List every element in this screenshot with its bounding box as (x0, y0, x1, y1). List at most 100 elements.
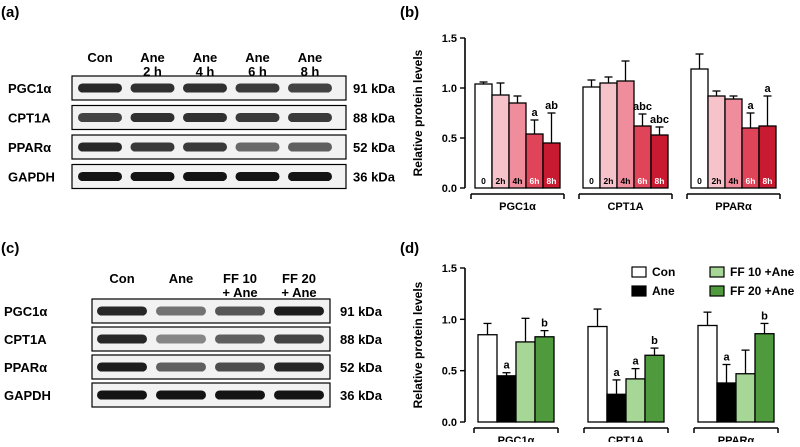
blot-band (183, 171, 227, 182)
bar (690, 68, 709, 189)
blot-band (78, 112, 122, 123)
blot-band (156, 390, 206, 400)
lane-label: FF 10 (223, 271, 257, 286)
significance-label: a (503, 360, 510, 372)
panel-letter-c: (c) (1, 240, 19, 257)
x-tick-label: PPARα (715, 201, 752, 213)
lane-label-sub: + Ane (222, 285, 257, 300)
protein-label: PPARα (4, 360, 47, 375)
lane-label: Ane (298, 50, 323, 65)
bar-time-label: 8h (763, 176, 773, 186)
bar-time-label: 4h (729, 176, 739, 186)
blot-band (215, 334, 265, 344)
significance-label: a (531, 107, 538, 119)
protein-label: PGC1α (8, 81, 51, 96)
bar (496, 375, 517, 423)
bar-time-label: 8h (547, 176, 557, 186)
panel-letter-d: (d) (400, 240, 419, 257)
blot-band (235, 83, 280, 93)
lane-label-sub: 4 h (196, 64, 215, 79)
legend-label: Con (652, 265, 675, 279)
bar (587, 325, 608, 423)
x-tick-label: PPARα (718, 435, 755, 442)
y-tick-label: 0.5 (442, 366, 457, 378)
significance-label: a (747, 100, 754, 112)
blot-band (274, 362, 324, 372)
lane-label: Ane (193, 50, 218, 65)
bar (477, 334, 498, 423)
protein-label: PGC1α (4, 304, 47, 319)
blot-band (156, 334, 206, 344)
protein-label: PPARα (8, 140, 51, 155)
protein-label: GAPDH (8, 170, 55, 185)
y-axis-label: Relative protein levels (411, 49, 425, 176)
blot-band (78, 171, 122, 182)
bar-time-label: 2h (496, 176, 506, 186)
bar-time-label: 2h (604, 176, 614, 186)
bar (697, 324, 718, 423)
blot-band (97, 306, 147, 316)
blot-band (78, 142, 122, 152)
bar-time-label: 8h (655, 176, 665, 186)
blot-band (215, 390, 265, 400)
blot-band (215, 362, 265, 372)
blot-band (274, 390, 324, 400)
significance-label: abc (633, 101, 652, 113)
blot-band (130, 112, 175, 123)
x-tick-label: CPT1A (607, 201, 643, 213)
molecular-weight-label: 52 kDa (340, 360, 383, 375)
y-axis-label: Relative protein levels (411, 281, 425, 408)
protein-label: GAPDH (4, 388, 51, 403)
blot-band (274, 306, 324, 316)
blot-band (156, 306, 206, 316)
significance-label: abc (650, 114, 669, 126)
legend-swatch (631, 266, 647, 278)
blot-band (130, 171, 175, 182)
significance-label: a (764, 83, 771, 95)
blot-band (235, 142, 280, 152)
bar (582, 86, 601, 189)
legend-swatch (709, 285, 725, 297)
bar-time-label: 4h (621, 176, 631, 186)
bar (735, 373, 756, 423)
y-tick-label: 0.0 (442, 417, 457, 429)
blot-band (183, 142, 227, 152)
bar-time-label: 0 (589, 176, 594, 186)
bar (515, 341, 536, 423)
protein-label: CPT1A (8, 111, 51, 126)
blot-band (235, 171, 280, 182)
bar-time-label: 6h (638, 176, 648, 186)
bar (542, 142, 561, 189)
bar (724, 98, 743, 189)
blot-band (288, 171, 332, 182)
bar-time-label: 6h (530, 176, 540, 186)
y-tick-label: 1.0 (442, 83, 457, 95)
molecular-weight-label: 88 kDa (353, 111, 396, 126)
bar (534, 336, 555, 423)
lane-label-sub: 2 h (143, 64, 162, 79)
significance-label: a (632, 356, 639, 368)
bar (491, 94, 510, 189)
blot-band (97, 334, 147, 344)
x-tick-label: PGC1α (499, 201, 536, 213)
molecular-weight-label: 91 kDa (340, 304, 383, 319)
y-tick-label: 0.0 (442, 183, 457, 195)
blot-band (274, 334, 324, 344)
lane-label: Con (109, 271, 134, 286)
significance-label: a (613, 367, 620, 379)
blot-band (97, 362, 147, 372)
legend-label: FF 20 +Ane (730, 284, 795, 298)
blot-band (183, 112, 227, 123)
bar-chart-b: 0.0 0.5 1.0 1.5 Relative protein levels 0 2h 4h… (411, 33, 781, 213)
bar (758, 125, 777, 189)
molecular-weight-label: 52 kDa (353, 140, 396, 155)
molecular-weight-label: 88 kDa (340, 332, 383, 347)
legend-swatch (631, 285, 647, 297)
blot-band (183, 83, 227, 93)
lane-label: Ane (140, 50, 165, 65)
y-tick-label: 1.0 (442, 314, 457, 326)
bar (616, 80, 635, 189)
molecular-weight-label: 91 kDa (353, 81, 396, 96)
